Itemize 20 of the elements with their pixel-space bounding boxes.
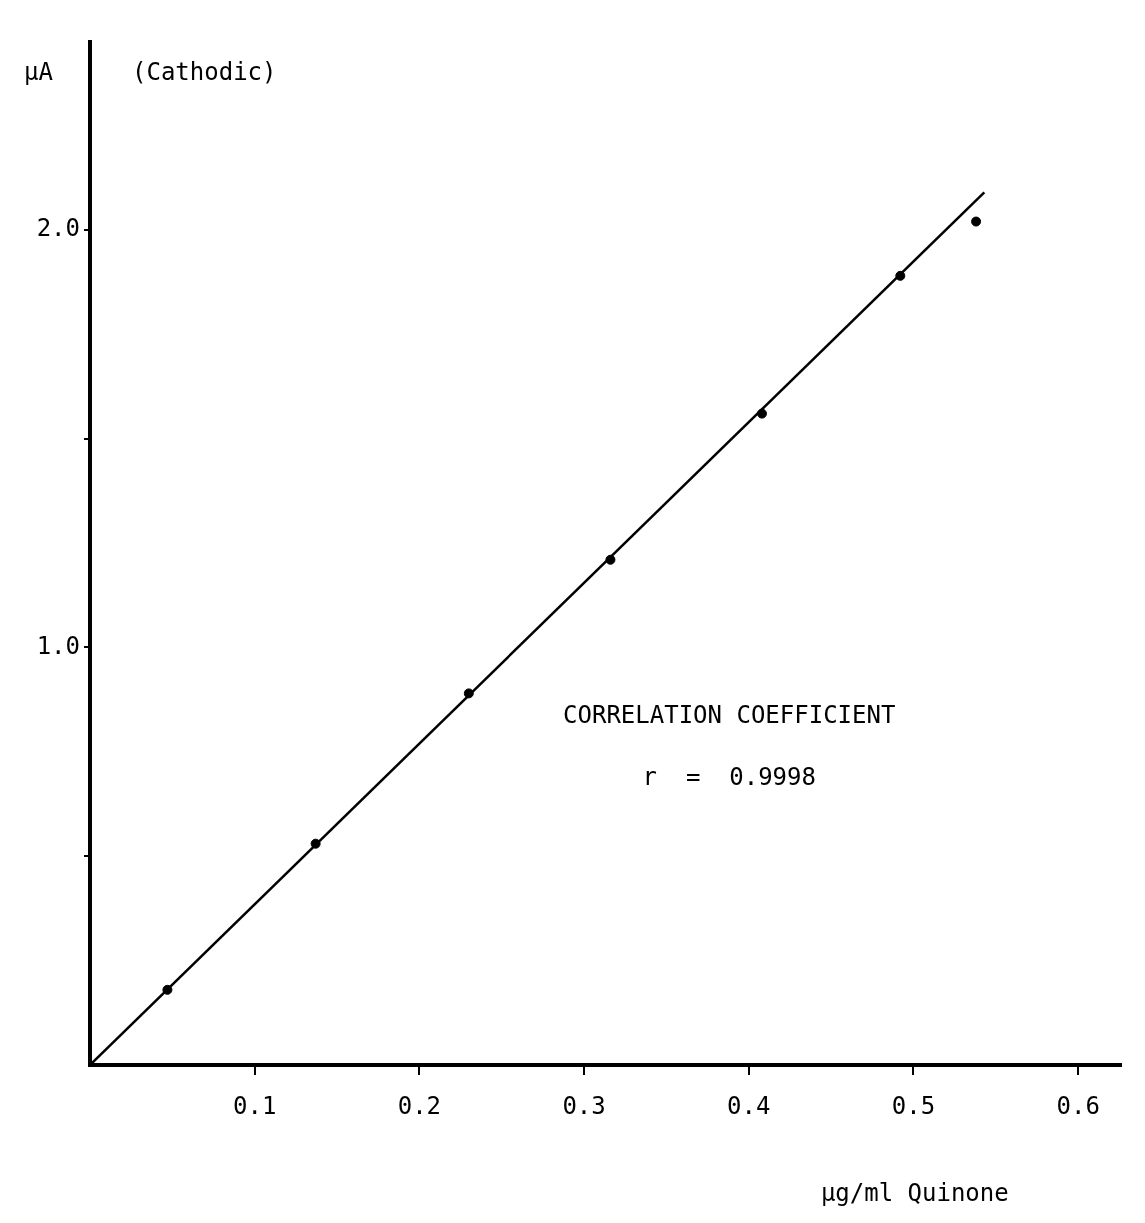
x-axis-title: μg/ml Quinone xyxy=(820,1179,1009,1208)
y-tick-label: 2.0 xyxy=(36,214,80,243)
point xyxy=(310,838,321,849)
point xyxy=(463,688,474,699)
x-tick-label: 0.6 xyxy=(1056,1091,1100,1120)
x-tick-label: 0.2 xyxy=(397,1091,442,1120)
x-tick-label: 0.1 xyxy=(233,1091,277,1120)
point xyxy=(756,408,767,419)
y-axis-title: μA xyxy=(24,58,54,87)
x-tick-label: 0.4 xyxy=(727,1091,771,1120)
y-tick-label: 1.0 xyxy=(36,631,80,660)
annotation: CORRELATION COEFFICIENT xyxy=(563,701,896,730)
annotation: r = 0.9998 xyxy=(642,762,816,791)
point xyxy=(162,984,173,995)
x-tick-label: 0.3 xyxy=(562,1091,606,1120)
x-tick-label: 0.5 xyxy=(891,1091,936,1120)
point xyxy=(971,216,982,227)
annotation: (Cathodic) xyxy=(132,58,277,87)
point xyxy=(895,270,906,281)
point xyxy=(605,554,616,565)
